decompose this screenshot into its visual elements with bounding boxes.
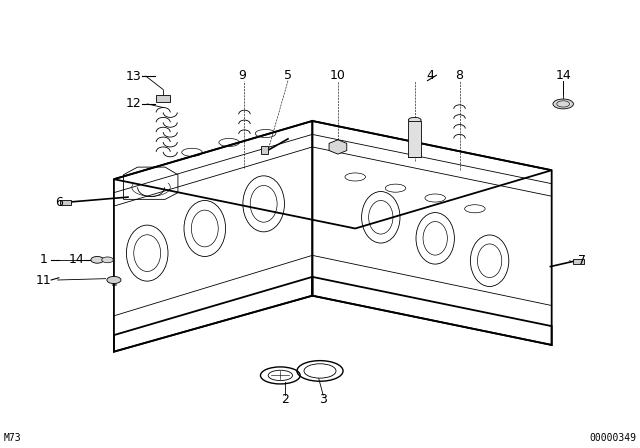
- Text: 3: 3: [319, 393, 327, 406]
- Ellipse shape: [107, 276, 121, 284]
- Text: 9: 9: [238, 69, 246, 82]
- Text: 10: 10: [330, 69, 346, 82]
- Text: 1: 1: [40, 253, 47, 267]
- Text: 6: 6: [55, 196, 63, 209]
- Text: 2: 2: [281, 393, 289, 406]
- Bar: [573, 259, 584, 264]
- Ellipse shape: [553, 99, 573, 109]
- Bar: [156, 95, 170, 102]
- Text: 12: 12: [125, 97, 141, 111]
- Text: 8: 8: [456, 69, 463, 82]
- Polygon shape: [329, 140, 347, 154]
- Text: 14: 14: [69, 253, 84, 267]
- Text: 11: 11: [36, 273, 51, 287]
- Ellipse shape: [102, 257, 113, 263]
- Ellipse shape: [91, 256, 104, 263]
- Bar: [60, 200, 71, 205]
- Text: 4: 4: [426, 69, 434, 82]
- Bar: [408, 121, 421, 157]
- Text: 13: 13: [125, 69, 141, 83]
- Text: 00000349: 00000349: [590, 433, 637, 443]
- Text: 14: 14: [556, 69, 571, 82]
- Text: M73: M73: [3, 433, 21, 443]
- Text: 5: 5: [284, 69, 292, 82]
- Bar: [261, 146, 268, 154]
- Ellipse shape: [408, 117, 421, 123]
- Text: 7: 7: [579, 254, 586, 267]
